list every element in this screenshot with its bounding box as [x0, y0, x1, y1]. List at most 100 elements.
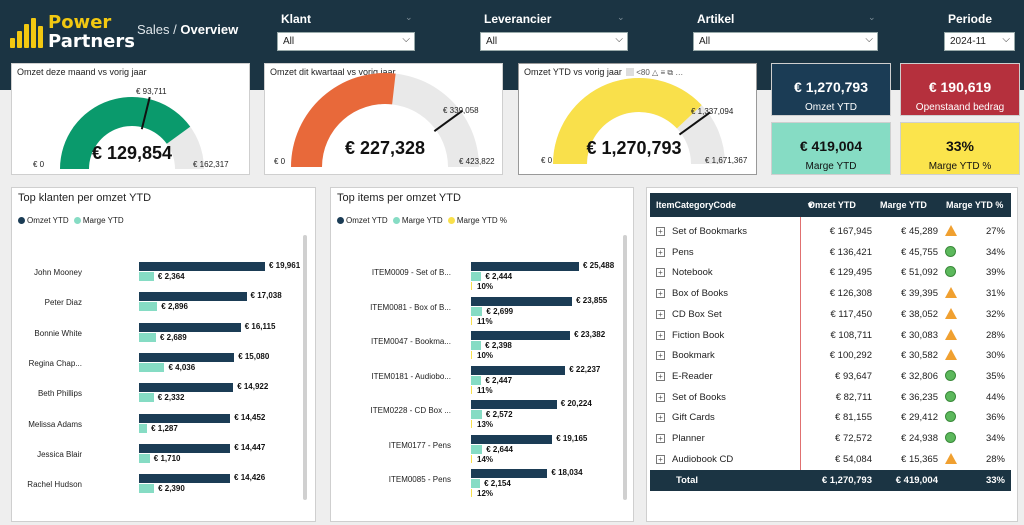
scrollbar[interactable]	[623, 235, 627, 500]
expand-icon[interactable]: +	[656, 392, 665, 402]
bar-omzet[interactable]	[471, 296, 573, 306]
table-row[interactable]: + Fiction Book € 108,711 € 30,083 28%	[650, 325, 1011, 346]
bar-omzet[interactable]	[139, 413, 231, 423]
bar-marge[interactable]	[139, 484, 155, 494]
expand-icon[interactable]: +	[656, 413, 665, 423]
chevron-down-icon[interactable]: ⌄	[617, 12, 625, 22]
bar-marge-pct[interactable]	[471, 454, 472, 463]
kpi-openstaand[interactable]: € 190,619 Openstaand bedrag	[900, 63, 1020, 116]
filter-artikel-select[interactable]: All ⌵	[693, 32, 878, 51]
bar-omzet[interactable]	[139, 383, 234, 393]
more-icon[interactable]: …	[675, 68, 684, 77]
bar-omzet[interactable]	[139, 292, 247, 302]
bar-marge[interactable]	[471, 410, 482, 419]
table-row[interactable]: + Box of Books € 126,308 € 39,395 31%	[650, 283, 1011, 304]
category-label: ITEM0009 - Set of B...	[371, 268, 451, 277]
filter-periode-select[interactable]: 2024-11 ⌵	[944, 32, 1015, 51]
filter-klant-select[interactable]: All ⌵	[277, 32, 415, 51]
chevron-down-icon[interactable]: ⌄	[868, 12, 876, 22]
col-header-category[interactable]: ItemCategoryCode	[656, 200, 737, 210]
bar-marge-pct[interactable]	[471, 351, 472, 359]
bar-omzet[interactable]	[471, 469, 548, 478]
bar-omzet[interactable]	[139, 474, 231, 484]
bar-marge-pct[interactable]	[471, 316, 472, 325]
kpi-omzet-ytd[interactable]: € 1,270,793 Omzet YTD	[771, 63, 891, 116]
table-row[interactable]: + Notebook € 129,495 € 51,092 39%	[650, 262, 1011, 283]
bar-omzet[interactable]	[139, 322, 241, 332]
bar-omzet[interactable]	[471, 400, 557, 409]
bar-marge-pct[interactable]	[471, 385, 472, 394]
expand-icon[interactable]: +	[656, 434, 665, 443]
bar-marge-pct[interactable]	[471, 282, 472, 290]
bar-marge[interactable]	[139, 332, 156, 342]
bar-marge-pct[interactable]	[471, 420, 472, 428]
bar-marge[interactable]	[471, 479, 481, 488]
cell-omzet: € 126,308	[829, 288, 872, 300]
cell-omzet: € 117,450	[830, 308, 872, 320]
kpi-marge-pct[interactable]: 33% Marge YTD %	[900, 122, 1020, 175]
data-label-marge: € 2,444	[485, 272, 513, 281]
data-label-marge: € 2,644	[486, 444, 513, 454]
expand-icon[interactable]: +	[656, 330, 665, 340]
expand-icon[interactable]: +	[656, 351, 665, 361]
filter-artikel-value: All	[699, 36, 711, 47]
expand-icon[interactable]: +	[656, 371, 665, 381]
expand-icon[interactable]: +	[656, 268, 665, 278]
cell-omzet: € 54,084	[835, 453, 872, 465]
table-row[interactable]: + Set of Books € 82,711 € 36,235 44%	[650, 387, 1011, 408]
bar-omzet[interactable]	[139, 262, 265, 271]
kpi-marge-ytd[interactable]: € 419,004 Marge YTD	[771, 122, 891, 175]
bar-marge[interactable]	[139, 362, 165, 372]
expand-icon[interactable]: +	[656, 227, 665, 236]
bar-omzet[interactable]	[139, 443, 231, 453]
bar-omzet[interactable]	[471, 262, 579, 271]
bar-marge[interactable]	[139, 453, 150, 463]
top-klanten-chart[interactable]: Top klanten per omzet YTD Omzet YTD Marg…	[11, 187, 316, 522]
table-row[interactable]: + E-Reader € 93,647 € 32,806 35%	[650, 366, 1011, 387]
expand-icon[interactable]: +	[656, 309, 665, 319]
gauge-card-maand[interactable]: Omzet deze maand vs vorig jaar € 129,854…	[11, 63, 250, 175]
pin-icon[interactable]	[626, 68, 634, 76]
col-header-marge[interactable]: Marge YTD	[880, 200, 927, 210]
bar-marge[interactable]	[139, 423, 148, 433]
gauge-card-ytd[interactable]: Omzet YTD vs vorig jaar <80 △ ≡ ⧉ … € 1,…	[518, 63, 757, 175]
bar-marge[interactable]	[471, 272, 482, 281]
chevron-down-icon[interactable]: ⌄	[405, 12, 413, 22]
table-row[interactable]: + Audiobook CD € 54,084 € 15,365 28%	[650, 449, 1011, 470]
bar-marge[interactable]	[471, 306, 483, 316]
expand-icon[interactable]: +	[656, 454, 665, 464]
bar-omzet[interactable]	[471, 365, 566, 375]
gauge-card-kwartaal[interactable]: Omzet dit kwartaal vs vorig jaar € 227,3…	[264, 63, 503, 175]
bell-icon[interactable]: △	[652, 68, 659, 77]
bar-marge[interactable]	[139, 302, 158, 312]
table-row[interactable]: + CD Box Set € 117,450 € 38,052 32%	[650, 304, 1011, 325]
visual-toolbar[interactable]: <80 △ ≡ ⧉ …	[626, 68, 683, 78]
bar-marge-pct[interactable]	[471, 489, 472, 497]
sort-desc-icon[interactable]: ▾	[808, 200, 813, 210]
bar-marge[interactable]	[139, 393, 154, 403]
col-header-omzet[interactable]: Omzet YTD	[808, 200, 856, 210]
table-row[interactable]: + Gift Cards € 81,155 € 29,412 36%	[650, 407, 1011, 428]
bar-omzet[interactable]	[139, 352, 235, 362]
expand-icon[interactable]: +	[656, 289, 665, 299]
table-row[interactable]: + Set of Bookmarks € 167,945 € 45,289 27%	[650, 221, 1011, 242]
col-header-marge-pct[interactable]: Marge YTD %	[946, 200, 1004, 210]
top-items-chart[interactable]: Top items per omzet YTD Omzet YTD Marge …	[330, 187, 634, 522]
expand-icon[interactable]: +	[656, 247, 665, 257]
bar-marge[interactable]	[139, 272, 154, 281]
table-row[interactable]: + Pens € 136,421 € 45,755 34%	[650, 242, 1011, 263]
legend-dot-omzet	[337, 217, 344, 224]
bar-omzet[interactable]	[471, 434, 553, 444]
bar-marge[interactable]	[471, 375, 482, 385]
scrollbar[interactable]	[303, 235, 307, 500]
breadcrumb-section[interactable]: Sales /	[137, 22, 177, 37]
filter-icon[interactable]: ≡	[660, 68, 666, 77]
filter-leverancier-select[interactable]: All ⌵	[480, 32, 628, 51]
category-label: ITEM0228 - CD Box ...	[370, 406, 451, 415]
bar-omzet[interactable]	[471, 331, 571, 340]
focus-icon[interactable]: ⧉	[667, 68, 674, 77]
bar-marge[interactable]	[471, 341, 482, 350]
table-row[interactable]: + Bookmark € 100,292 € 30,582 30%	[650, 345, 1011, 366]
table-row[interactable]: + Planner € 72,572 € 24,938 34%	[650, 428, 1011, 449]
bar-marge[interactable]	[471, 444, 483, 454]
